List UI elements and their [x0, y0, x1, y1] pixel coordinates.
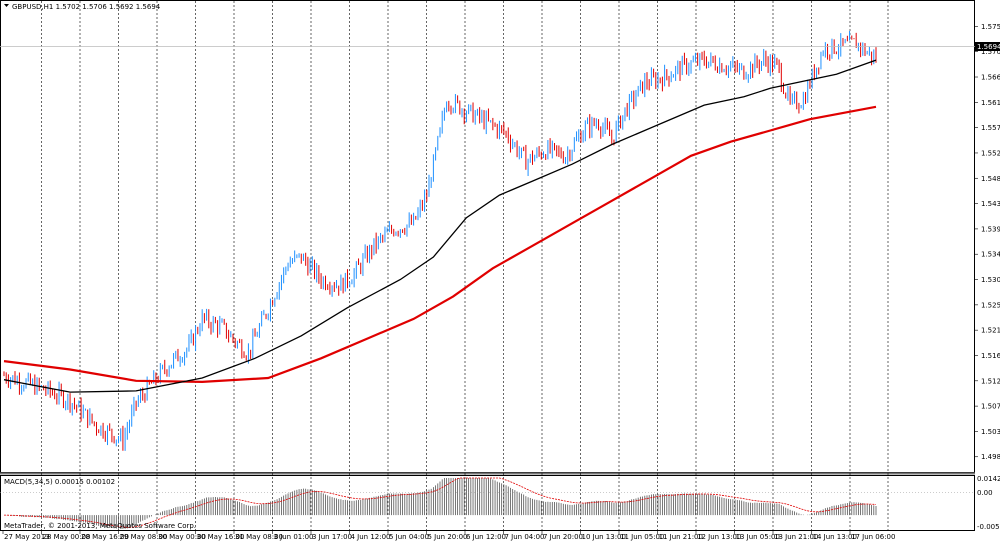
price-tick-label: 1.5165: [981, 352, 1000, 360]
macd-signal-line: [4, 477, 877, 528]
price-tick-label: 1.4985: [981, 453, 1000, 461]
macd-axis-top: 0.01427: [977, 475, 1000, 483]
time-tick-label: 4 Jun 12:00: [351, 533, 391, 541]
macd-axis: 0.01427 0.00 -0.00508: [977, 475, 1000, 531]
price-tick-label: 1.5525: [981, 149, 1000, 157]
time-tick-label: 17 Jun 06:00: [851, 533, 895, 541]
price-tick-label: 1.5480: [981, 175, 1000, 183]
time-tick-label: 29 May 08:00: [120, 533, 168, 541]
price-tick-label: 1.5120: [981, 377, 1000, 385]
vertical-grid: [41, 1, 889, 530]
macd-axis-bottom: -0.00508: [977, 523, 1000, 531]
time-tick-label: 3 Jun 17:00: [312, 533, 352, 541]
time-tick-label: 7 Jun 20:00: [543, 533, 583, 541]
macd-axis-zero: 0.00: [977, 489, 993, 497]
price-tick-label: 1.5255: [981, 301, 1000, 309]
macd-panel-frame: [0, 475, 975, 531]
macd-title: MACD(5,34,5) 0.00015 0.00102: [4, 478, 115, 486]
price-panel-frame: [0, 0, 975, 473]
ma-fast-line: [3, 59, 877, 393]
time-tick-label: 10 Jun 13:00: [582, 533, 626, 541]
price-candles: [3, 30, 877, 451]
time-tick-label: 27 May 2013: [4, 533, 50, 541]
price-tick-label: 1.5660: [981, 74, 1000, 82]
time-tick-label: 5 Jun 20:00: [428, 533, 468, 541]
price-tick-label: 1.5570: [981, 124, 1000, 132]
time-tick-label: 28 May 00:00: [43, 533, 91, 541]
time-tick-label: 6 Jun 12:00: [466, 533, 506, 541]
time-tick-label: 30 May 00:00: [158, 533, 206, 541]
price-tick-label: 1.5030: [981, 428, 1000, 436]
price-tick-label: 1.5075: [981, 403, 1000, 411]
time-tick-label: 14 Jun 13:00: [813, 533, 857, 541]
price-tick-label: 1.5705: [981, 48, 1000, 56]
symbol-header: GBPUSD,H1 1.5702 1.5706 1.5692 1.5694: [12, 3, 161, 11]
chevron-down-icon[interactable]: [4, 4, 9, 7]
price-tick-label: 1.5435: [981, 200, 1000, 208]
time-tick-label: 5 Jun 04:00: [389, 533, 429, 541]
price-tick-label: 1.5210: [981, 327, 1000, 335]
current-price-label: 1.5694: [977, 43, 1000, 51]
macd-histogram: [5, 478, 877, 529]
time-tick-label: 11 Jun 05:00: [620, 533, 664, 541]
time-tick-label: 7 Jun 04:00: [505, 533, 545, 541]
time-tick-label: 31 May 08:00: [235, 533, 283, 541]
price-tick-label: 1.5750: [981, 23, 1000, 31]
time-tick-label: 11 Jun 21:00: [659, 533, 703, 541]
price-tick-label: 1.5300: [981, 276, 1000, 284]
time-tick-label: 28 May 16:00: [81, 533, 129, 541]
price-tick-label: 1.5390: [981, 225, 1000, 233]
time-tick-label: 12 Jun 13:00: [697, 533, 741, 541]
copyright-text: MetaTrader, © 2001-2013, MetaQuotes Soft…: [4, 522, 196, 530]
ma-slow-line: [3, 105, 877, 384]
current-price-marker: [975, 42, 1000, 51]
price-axis[interactable]: 1.5750 1.5705 1.5660 1.5615 1.5570 1.5525 1.54…: [975, 23, 1000, 461]
time-tick-label: 30 May 16:00: [197, 533, 245, 541]
time-tick-label: 3 Jun 01:00: [274, 533, 314, 541]
price-tick-label: 1.5345: [981, 251, 1000, 259]
chart-header: GBPUSD,H1 1.5702 1.5706 1.5692 1.5694: [4, 3, 161, 11]
time-tick-label: 13 Jun 05:00: [736, 533, 780, 541]
time-tick-label: 13 Jun 21:00: [774, 533, 818, 541]
price-tick-label: 1.5615: [981, 99, 1000, 107]
